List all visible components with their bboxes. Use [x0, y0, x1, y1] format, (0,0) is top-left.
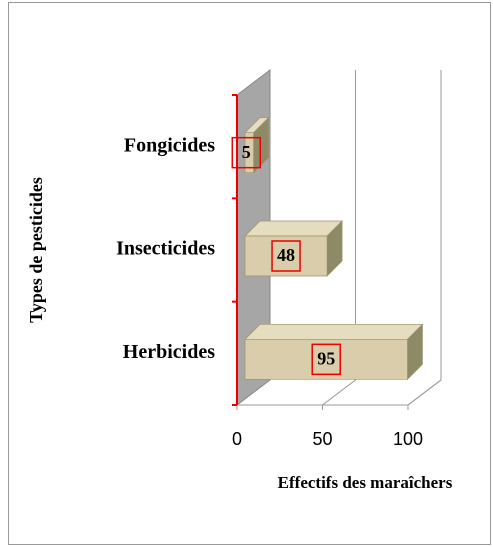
bar-top: [244, 220, 343, 237]
bar: [244, 220, 343, 277]
y-tick-label: Insecticides: [116, 238, 215, 260]
bar: [244, 116, 270, 174]
value-label-box: [271, 240, 301, 272]
value-label: 95: [317, 348, 335, 368]
y-axis-title: Types de pesticides: [26, 177, 46, 323]
bar: [244, 323, 424, 381]
bar-front: [244, 338, 408, 380]
value-label-box: [231, 136, 262, 169]
value-label-box: [311, 343, 341, 376]
x-axis-title: Effectifs des maraîchers: [278, 473, 453, 492]
x-tick-label: 100: [393, 429, 423, 449]
y-tick-label: Herbicides: [123, 341, 215, 363]
bar-front: [244, 132, 254, 174]
grid-line: [322, 70, 356, 406]
value-label: 48: [277, 245, 295, 265]
x-tick-label: 0: [232, 429, 242, 449]
floor-edge: [407, 379, 442, 406]
value-label: 5: [242, 142, 251, 162]
bar-front: [244, 235, 328, 277]
bar-top: [244, 323, 424, 340]
x-tick-label: 50: [312, 429, 332, 449]
y-tick-label: Fongicides: [124, 134, 215, 156]
